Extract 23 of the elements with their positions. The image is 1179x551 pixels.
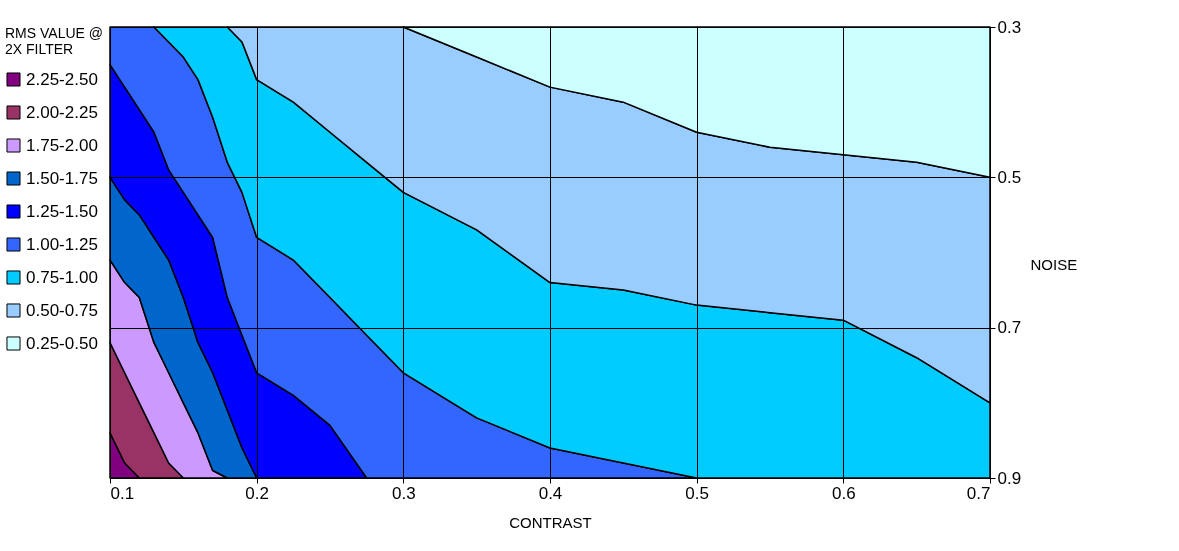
legend-label: 0.25-0.50: [26, 333, 98, 353]
legend-label: 2.25-2.50: [26, 69, 98, 89]
x-tick-label: 0.2: [245, 483, 269, 503]
legend-label: 1.75-2.00: [26, 135, 98, 155]
y-tick-label: 0.5: [997, 167, 1022, 187]
x-tick-label: 0.5: [685, 483, 709, 503]
legend-title: RMS VALUE @ 2X FILTER: [5, 25, 103, 57]
legend-label: 2.00-2.25: [26, 102, 98, 122]
y-tick-label: 0.7: [997, 318, 1022, 338]
legend-label: 0.75-1.00: [26, 267, 98, 287]
x-tick-label: 0.1: [110, 483, 135, 503]
x-tick-label: 0.4: [538, 483, 563, 503]
y-tick-label: 0.9: [997, 468, 1022, 488]
legend-label: 1.50-1.75: [26, 168, 98, 188]
legend-label: 0.50-0.75: [26, 300, 98, 320]
legend-label: 1.00-1.25: [26, 234, 98, 254]
x-tick-label: 0.7: [966, 483, 991, 503]
x-tick-label: 0.3: [392, 483, 416, 503]
legend-label: 1.25-1.50: [26, 201, 98, 221]
x-axis-title: CONTRAST: [509, 513, 592, 531]
y-axis-title: NOISE: [1030, 255, 1078, 273]
x-tick-label: 0.6: [832, 483, 856, 503]
y-tick-label: 0.3: [997, 17, 1022, 37]
